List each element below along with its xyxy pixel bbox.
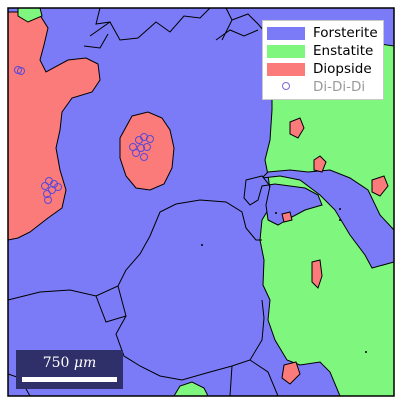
scale-value: 750 — [42, 355, 70, 371]
legend: Forsterite Enstatite Diopside Di-Di-Di — [262, 20, 384, 100]
legend-label-forsterite: Forsterite — [313, 25, 378, 41]
diopside-grain — [289, 117, 305, 139]
legend-label-di-di-di: Di-Di-Di — [313, 79, 366, 95]
diopside-grain — [311, 259, 323, 289]
diopside-grain — [281, 361, 301, 385]
legend-label-diopside: Diopside — [313, 61, 372, 77]
diopside-swatch — [267, 63, 305, 76]
scale-unit: μm — [73, 355, 97, 371]
scale-bar: 750 μm — [16, 350, 123, 389]
legend-item-di-di-di: Di-Di-Di — [267, 78, 383, 96]
map-frame — [7, 7, 395, 397]
small-inclusions — [201, 208, 367, 353]
enstatite-swatch — [267, 45, 305, 58]
di-di-di-markers — [14, 66, 154, 204]
circle-marker-icon — [282, 82, 290, 90]
legend-item-forsterite: Forsterite — [267, 24, 383, 42]
diopside-grain — [313, 155, 327, 173]
forsterite-swatch — [267, 27, 305, 40]
legend-label-enstatite: Enstatite — [313, 43, 374, 59]
legend-item-enstatite: Enstatite — [267, 42, 383, 60]
scale-bar-line — [22, 377, 117, 382]
diopside-grain — [7, 11, 101, 241]
diopside-grain — [371, 175, 389, 197]
diopside-grain — [281, 211, 293, 223]
scale-bar-label: 750 μm — [16, 355, 123, 371]
forsterite-grain — [243, 175, 323, 226]
legend-item-diopside: Diopside — [267, 60, 383, 78]
